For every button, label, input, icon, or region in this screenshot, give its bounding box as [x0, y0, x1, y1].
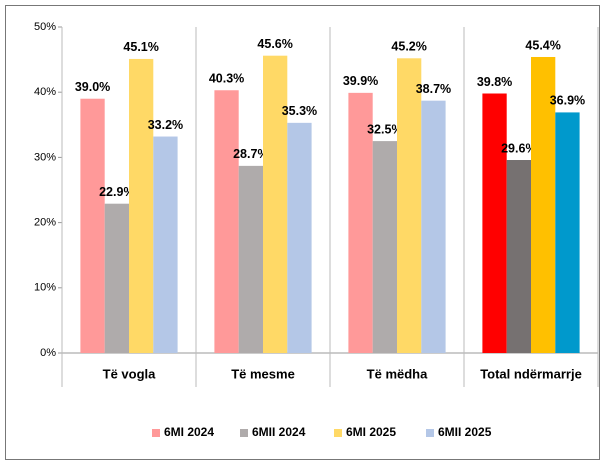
bar	[482, 93, 507, 353]
data-label: 35.3%	[282, 104, 317, 118]
bar	[555, 112, 580, 353]
x-tick-label: Total ndërmarrje	[480, 366, 582, 381]
legend-label: 6MI 2024	[164, 425, 214, 439]
legend-swatch	[152, 429, 160, 437]
data-label: 39.8%	[477, 75, 512, 89]
data-label: 45.2%	[391, 40, 426, 54]
legend-swatch	[240, 429, 248, 437]
data-label: 33.2%	[148, 118, 183, 132]
bar	[531, 56, 556, 353]
bar	[287, 122, 312, 354]
x-tick-label: Të mëdha	[367, 366, 428, 381]
data-label: 40.3%	[209, 72, 244, 86]
data-label: 32.5%	[367, 122, 402, 136]
legend-label: 6MI 2025	[346, 425, 396, 439]
bar	[238, 165, 263, 353]
y-tick-label: 10%	[34, 282, 56, 294]
x-tick-label: Të vogla	[103, 366, 157, 381]
data-label: 39.9%	[343, 74, 378, 88]
legend-label: 6MII 2025	[438, 425, 492, 439]
data-label: 45.6%	[257, 37, 292, 51]
y-tick-label: 30%	[34, 151, 56, 163]
data-label: 28.7%	[233, 147, 268, 161]
bar	[153, 136, 178, 353]
data-label: 22.9%	[99, 185, 134, 199]
bar	[506, 160, 531, 353]
y-tick-label: 20%	[34, 217, 56, 229]
data-label: 36.9%	[550, 94, 585, 108]
bar	[80, 98, 105, 353]
y-tick-label: 50%	[34, 21, 56, 33]
data-label: 39.0%	[75, 80, 110, 94]
bar	[214, 90, 239, 353]
data-label: 38.7%	[416, 82, 451, 96]
bar	[104, 203, 129, 353]
bar	[421, 100, 446, 354]
bar	[348, 92, 373, 354]
y-tick-label: 0%	[40, 347, 56, 359]
bar	[129, 58, 154, 353]
legend-swatch	[334, 429, 342, 437]
data-label: 29.6%	[501, 141, 536, 155]
chart-frame	[5, 5, 600, 460]
bar	[372, 141, 397, 353]
bar	[397, 58, 422, 354]
data-label: 45.1%	[123, 40, 158, 54]
bar	[263, 55, 288, 354]
legend-swatch	[426, 429, 434, 437]
data-label: 45.4%	[525, 38, 560, 52]
y-tick-label: 40%	[34, 86, 56, 98]
x-tick-label: Të mesme	[231, 366, 295, 381]
legend-label: 6MII 2024	[252, 425, 306, 439]
